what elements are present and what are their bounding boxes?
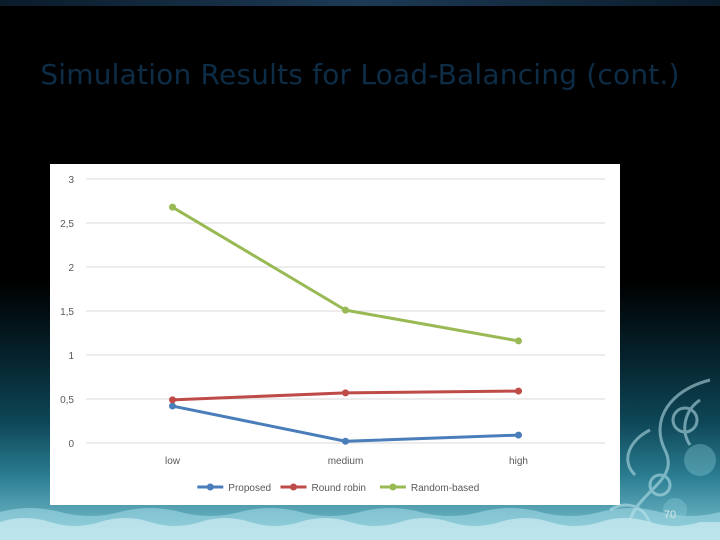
- y-tick-label: 0: [68, 439, 74, 450]
- legend-marker: [206, 483, 214, 491]
- x-tick-label: medium: [328, 456, 364, 467]
- legend-marker: [290, 483, 297, 491]
- data-point: [342, 389, 349, 397]
- data-point: [515, 387, 522, 395]
- data-point: [515, 337, 522, 345]
- line-chart: 0 0,5 1 1,5 2 2,5 3 low medium high Proposed Round …: [60, 175, 605, 494]
- page-number: 70: [663, 509, 677, 521]
- data-point: [169, 402, 176, 410]
- series-line: [171, 404, 520, 443]
- data-point: [169, 203, 176, 211]
- legend-label: Proposed: [228, 483, 271, 494]
- decorative-wave-band: [0, 508, 720, 540]
- x-tick-label: high: [509, 456, 528, 467]
- legend-label: Random-based: [411, 483, 479, 494]
- y-tick-label: 1,5: [60, 307, 74, 318]
- y-tick-label: 0,5: [60, 395, 74, 406]
- legend-marker: [389, 483, 397, 491]
- top-accent-line: [0, 0, 720, 6]
- series-line: [171, 205, 520, 343]
- y-tick-label: 2: [68, 263, 74, 274]
- data-point: [169, 396, 176, 404]
- dragon-ornament-icon: [609, 378, 716, 526]
- chart-panel: 0 0,5 1 1,5 2 2,5 3 low medium high Proposed Round …: [50, 164, 620, 505]
- legend-label: Round robin: [312, 483, 366, 494]
- data-point: [342, 306, 349, 314]
- slide-title: Simulation Results for Load-Balancing (c…: [40, 58, 680, 91]
- y-tick-label: 1: [68, 351, 74, 362]
- data-point: [515, 431, 522, 439]
- data-point: [342, 437, 349, 445]
- x-tick-label: low: [165, 456, 181, 467]
- y-tick-label: 3: [68, 175, 74, 186]
- y-tick-label: 2,5: [60, 219, 74, 230]
